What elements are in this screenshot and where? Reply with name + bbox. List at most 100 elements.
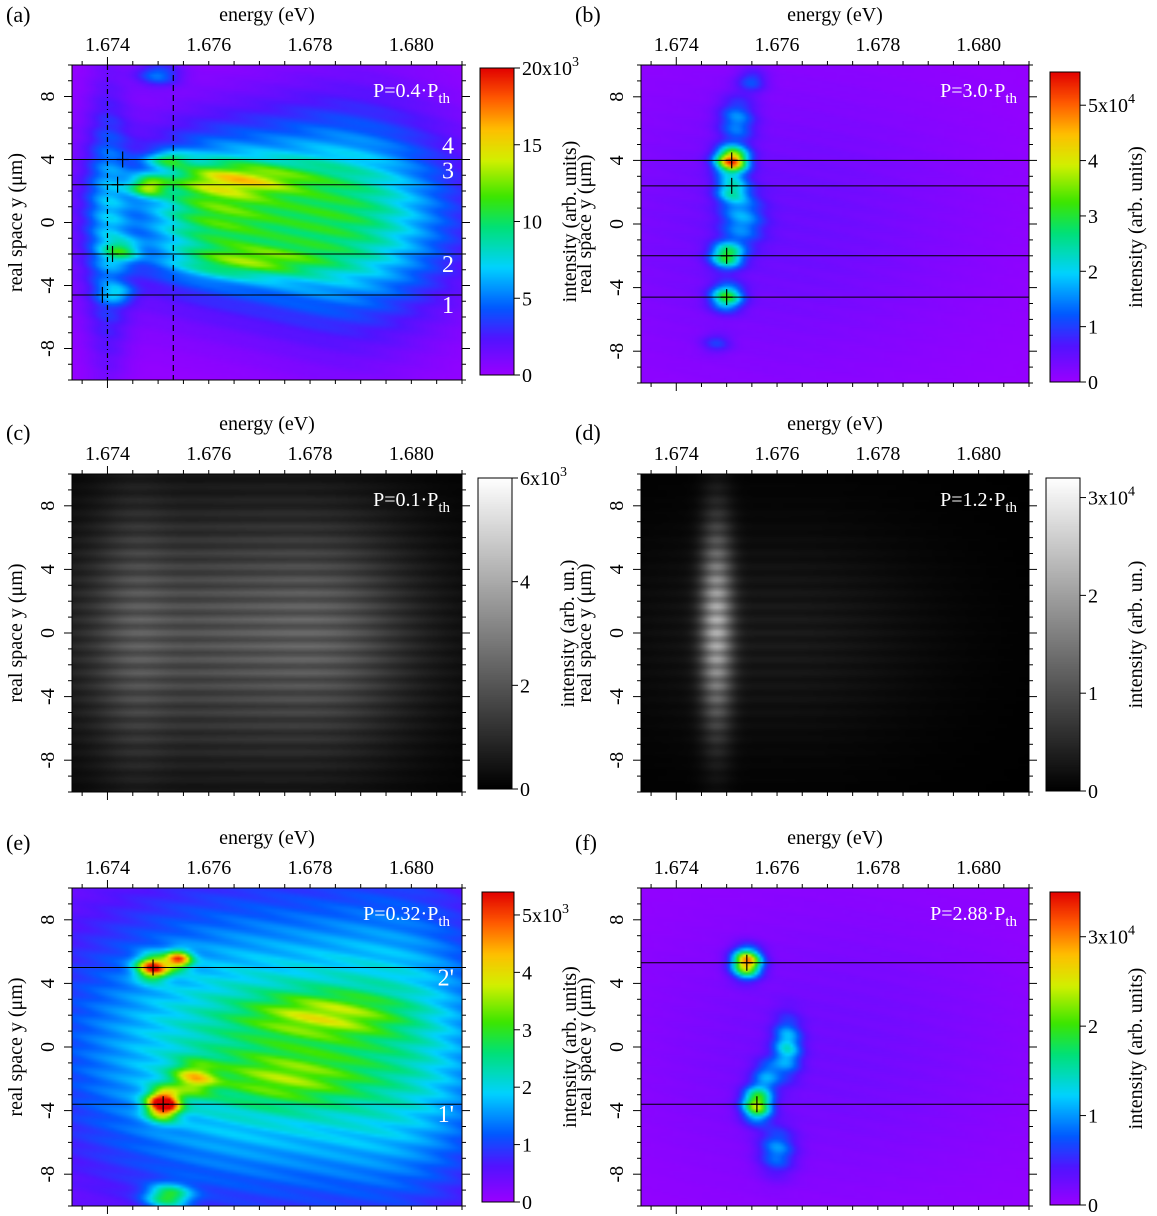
x-tick-label: 1.676 bbox=[755, 443, 800, 465]
y-tick-label: 0 bbox=[606, 1042, 628, 1052]
x-tick-label: 1.680 bbox=[956, 34, 1001, 56]
colorbar-tick-text: 0 bbox=[522, 1192, 532, 1214]
colorbar-tick-text: 2 bbox=[520, 675, 530, 697]
x-tick-label: 1.674 bbox=[654, 443, 699, 465]
colorbar-tick-text: 10 bbox=[522, 212, 542, 234]
x-tick-label: 1.674 bbox=[85, 443, 130, 465]
colorbar-tick-label: 1 bbox=[1088, 1106, 1098, 1128]
x-tick-label: 1.676 bbox=[186, 443, 231, 465]
y-tick-label: 0 bbox=[606, 219, 628, 229]
heatmap-image bbox=[72, 65, 462, 380]
colorbar-tick-label: 0 bbox=[1088, 372, 1098, 394]
power-text: P=1.2·P bbox=[940, 489, 1005, 511]
cross-marker bbox=[750, 1096, 763, 1113]
line-label: 1 bbox=[442, 293, 454, 319]
colorbar-exponent: 3 bbox=[560, 465, 567, 480]
colorbar-tick-text: 0 bbox=[1088, 1195, 1098, 1216]
colorbar-exponent: 4 bbox=[1128, 485, 1135, 500]
y-tick-label: -4 bbox=[37, 277, 59, 294]
x-axis-label: energy (eV) bbox=[219, 413, 315, 435]
y-axis-label: real space y (μm) bbox=[574, 978, 596, 1117]
power-subscript: th bbox=[438, 500, 450, 516]
colorbar-tick-text: 5x10 bbox=[522, 905, 562, 927]
cross-marker bbox=[111, 176, 124, 193]
colorbar-tick-label: 0 bbox=[1088, 781, 1098, 803]
power-annotation: P=0.32·Pth bbox=[363, 903, 450, 930]
colorbar-exponent: 3 bbox=[562, 902, 569, 917]
colorbar-tick-label: 3 bbox=[522, 1020, 532, 1042]
x-axis-label: energy (eV) bbox=[219, 827, 315, 849]
colorbar-tick-label: 2 bbox=[1088, 1016, 1098, 1038]
cross-marker bbox=[720, 289, 733, 306]
panel-label: (f) bbox=[575, 830, 597, 855]
y-tick-label: 4 bbox=[606, 564, 628, 574]
x-tick-label: 1.678 bbox=[855, 857, 900, 879]
colorbar-tick-label: 0 bbox=[522, 365, 532, 387]
x-tick-label: 1.680 bbox=[389, 443, 434, 465]
x-tick-label: 1.674 bbox=[85, 857, 130, 879]
colorbar-frame bbox=[481, 891, 515, 1203]
line-label: 2' bbox=[438, 966, 454, 992]
colorbar-tick-label: 4 bbox=[1088, 151, 1098, 173]
heatmap-image bbox=[72, 888, 462, 1206]
colorbar-tick-text: 4 bbox=[522, 962, 532, 984]
colorbar-tick-text: 5 bbox=[522, 288, 532, 310]
colorbar-tick-label: 3 bbox=[1088, 206, 1098, 228]
x-tick-label: 1.676 bbox=[186, 34, 231, 56]
power-text: P=3.0·P bbox=[940, 80, 1005, 102]
colorbar-exponent: 4 bbox=[1128, 92, 1135, 107]
heatmap-image bbox=[641, 65, 1029, 383]
colorbar-tick-label: 1 bbox=[1088, 683, 1098, 705]
colorbar-tick-text: 3x10 bbox=[1088, 488, 1128, 510]
x-tick-label: 1.674 bbox=[85, 34, 130, 56]
colorbar-tick-text: 1 bbox=[522, 1135, 532, 1157]
y-tick-label: -8 bbox=[606, 1166, 628, 1183]
y-tick-label: -4 bbox=[606, 688, 628, 705]
power-subscript: th bbox=[438, 914, 450, 930]
panel-label: (a) bbox=[6, 2, 30, 27]
colorbar-tick-label: 5x104 bbox=[1088, 92, 1135, 117]
y-axis-label: real space y (μm) bbox=[5, 153, 27, 292]
y-tick-label: 8 bbox=[606, 501, 628, 511]
colorbar-tick-label: 2 bbox=[520, 675, 530, 697]
power-text: P=2.88·P bbox=[930, 903, 1005, 925]
power-subscript: th bbox=[1005, 500, 1017, 516]
y-tick-label: 4 bbox=[606, 978, 628, 988]
colorbar-exponent: 3 bbox=[572, 55, 579, 70]
y-tick-label: -4 bbox=[37, 1102, 59, 1119]
cross-marker bbox=[116, 151, 129, 168]
colorbar-tick-text: 20x10 bbox=[522, 58, 572, 80]
power-annotation: P=0.4·Pth bbox=[373, 80, 450, 107]
y-tick-label: 8 bbox=[37, 915, 59, 925]
chart-panel: 1.674 1.676 1.678 1.680 energy (eV) 8 4 0 -4 -8 re… bbox=[5, 413, 579, 801]
y-tick-label: 0 bbox=[606, 628, 628, 638]
x-tick-label: 1.678 bbox=[288, 443, 333, 465]
y-tick-label: -4 bbox=[606, 1102, 628, 1119]
cross-marker bbox=[96, 286, 109, 303]
power-annotation: P=1.2·Pth bbox=[940, 489, 1017, 516]
x-tick-label: 1.678 bbox=[288, 34, 333, 56]
colorbar-label: intensity (arb. un.) bbox=[557, 560, 579, 708]
cross-marker bbox=[725, 152, 738, 169]
colorbar-tick-text: 3 bbox=[1088, 206, 1098, 228]
colorbar-tick-text: 4 bbox=[520, 572, 530, 594]
colorbar-tick-text: 0 bbox=[1088, 781, 1098, 803]
colorbar-tick-text: 0 bbox=[1088, 372, 1098, 394]
colorbar-gradient bbox=[482, 892, 514, 1202]
x-tick-label: 1.676 bbox=[186, 857, 231, 879]
colorbar-tick-label: 20x103 bbox=[522, 55, 579, 80]
colorbar-tick-label: 6x103 bbox=[520, 465, 567, 490]
colorbar-frame bbox=[477, 477, 513, 790]
y-tick-label: 8 bbox=[606, 915, 628, 925]
cross-marker bbox=[147, 959, 160, 976]
colorbar-tick-text: 2 bbox=[522, 1077, 532, 1099]
line-label: 1' bbox=[438, 1102, 454, 1128]
colorbar-tick-text: 3 bbox=[522, 1020, 532, 1042]
y-tick-label: -8 bbox=[37, 1166, 59, 1183]
colorbar-tick-label: 1 bbox=[522, 1135, 532, 1157]
x-tick-label: 1.680 bbox=[956, 443, 1001, 465]
colorbar-tick-text: 2 bbox=[1088, 261, 1098, 283]
power-annotation: P=2.88·Pth bbox=[930, 903, 1017, 930]
panel-label: (e) bbox=[6, 830, 30, 855]
